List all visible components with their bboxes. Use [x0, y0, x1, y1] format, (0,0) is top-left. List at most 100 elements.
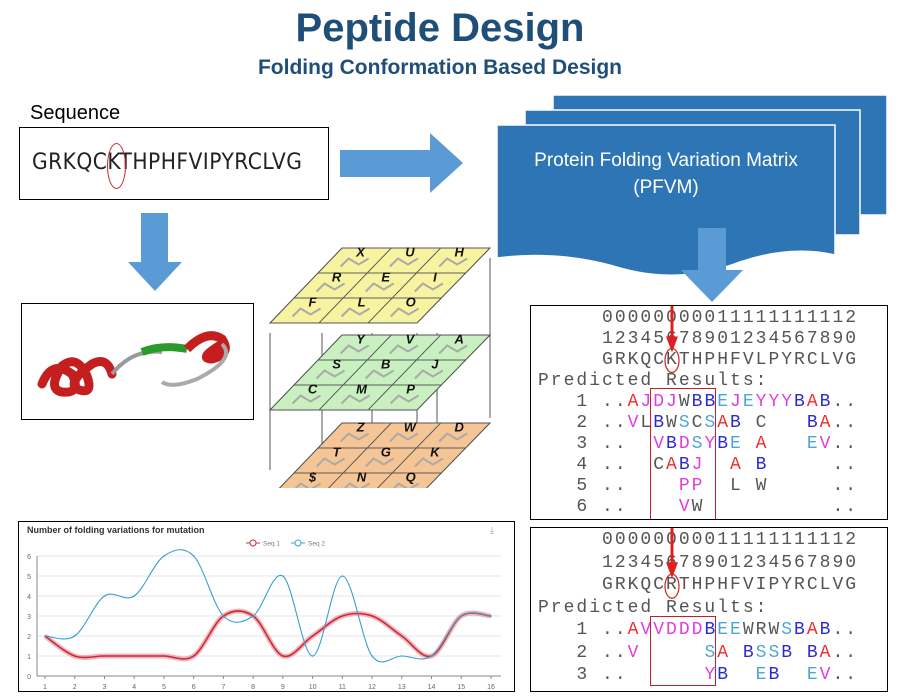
results-label-row: Predicted Results: [538, 598, 768, 618]
document-front [496, 124, 836, 276]
sequence-text: GRKQCKTHPHFVIPYRCLVG [32, 150, 303, 175]
mutation-window-box [650, 388, 717, 519]
position-tens: 00000000011111111112 [602, 308, 859, 328]
legend-item[interactable]: Seq 2 [291, 539, 325, 548]
result-row: 2 ..V SA BSSB BA.. [538, 643, 858, 663]
data-point [460, 615, 463, 617]
pfvm-title: Protein Folding Variation Matrix [534, 150, 798, 171]
fold-codes: .. VBDSYBE A EV.. [602, 434, 859, 454]
fold-shape-icon [315, 457, 346, 468]
y-tick-label: 5 [27, 574, 31, 581]
cube-cell-letter: F [309, 295, 318, 310]
fold-shape-icon [315, 369, 346, 380]
x-tick-label: 10 [309, 684, 317, 691]
x-tick-label: 12 [368, 684, 376, 691]
mutation-arrow-icon [664, 306, 680, 374]
data-point [163, 555, 165, 557]
fold-shape-icon [438, 432, 468, 443]
result-row: 5 .. PP L W .. [538, 476, 858, 496]
row-number: 5 [576, 476, 590, 496]
cube-cell-letter: T [333, 445, 342, 460]
down-arrow-icon [681, 228, 743, 302]
row-number: 1 [576, 620, 590, 640]
sequence-box: GRKQCKTHPHFVIPYRCLVG [19, 127, 329, 200]
fold-shape-icon [339, 432, 370, 443]
x-tick-label: 13 [398, 684, 406, 691]
data-point [163, 655, 165, 657]
fold-shape-icon [392, 482, 420, 488]
cube-cell-letter: V [406, 332, 416, 347]
cube-cell [377, 472, 443, 488]
cube-cell-letter: $ [308, 470, 317, 485]
page-subtitle: Folding Conformation Based Design [257, 56, 622, 79]
chart-panel [18, 521, 515, 692]
y-tick-label: 6 [27, 554, 31, 561]
x-tick-label: 2 [73, 684, 77, 691]
x-tick-label: 1 [43, 684, 47, 691]
y-tick-label: 1 [27, 654, 31, 661]
x-tick-label: 15 [457, 684, 465, 691]
predicted-results-label: Predicted Results: [538, 597, 769, 618]
protein-structure-image [21, 303, 254, 420]
cube-cell-letter: N [357, 470, 367, 485]
row-number: 6 [576, 497, 590, 517]
x-tick-label: 4 [132, 684, 136, 691]
legend-item[interactable]: Seq 1 [246, 539, 280, 548]
y-tick-label: 3 [27, 614, 31, 621]
fold-shape-icon [414, 282, 444, 293]
cube-cell-letter: I [433, 270, 437, 285]
fold-shape-icon [389, 432, 419, 443]
legend-marker-icon [294, 539, 302, 547]
cube-cell-letter: X [355, 245, 366, 260]
cube-layer-middle: Y V A S B J C M P [268, 332, 492, 411]
x-tick-label: 6 [192, 684, 196, 691]
result-row: 2 ..VLBWSCSAB C BA.. [538, 413, 858, 433]
x-tick-label: 8 [251, 684, 255, 691]
fold-shape-icon [438, 344, 468, 355]
page-title: Peptide Design [295, 6, 585, 50]
cube-cell-letter: P [406, 382, 415, 397]
fold-shape-icon [343, 482, 371, 488]
cube-cell [367, 297, 443, 324]
row-number: 3 [576, 434, 590, 454]
download-icon[interactable]: ⤓ [490, 525, 494, 535]
cube-cell-letter: Q [406, 470, 416, 485]
position-tens-row: 00000000011111111112 [538, 308, 858, 328]
data-point [311, 655, 314, 657]
y-tick-label: 0 [27, 674, 31, 681]
fold-shape-icon [291, 394, 322, 405]
legend-marker-icon [249, 539, 257, 547]
down-arrow-icon [128, 213, 182, 291]
fold-codes: ..AJDJWBBEJEYYYBAB.. [602, 392, 859, 412]
cube-cell-letter: R [332, 270, 342, 285]
cube-layer-bottom: Z W D T G K $ N Q [278, 420, 492, 488]
cube-cell-letter: K [430, 445, 441, 460]
cube-cell-letter: D [454, 420, 464, 435]
result-row: 3 .. YB EB EV.. [538, 665, 858, 685]
cube-layer-top: X U H R E I F L O [268, 245, 492, 324]
data-point [282, 655, 284, 657]
row-number: 2 [576, 413, 590, 433]
chart-title: Number of folding variations for mutatio… [27, 525, 205, 535]
prediction-panel-original: 00000000011111111112 1234567890123456789… [530, 305, 888, 520]
fold-shape-icon [365, 457, 395, 468]
cube-cell-letter: Z [356, 420, 366, 435]
data-point [311, 635, 314, 637]
position-tens: 00000000011111111112 [602, 530, 859, 550]
prediction-panel-mutated: 00000000011111111112 1234567890123456789… [530, 527, 888, 692]
cube-cell-letter: J [431, 357, 439, 372]
data-point [222, 615, 225, 617]
cube-cell-letter: Y [356, 332, 366, 347]
position-tens-row: 00000000011111111112 [538, 530, 858, 550]
cube-cell [328, 472, 394, 488]
data-point [103, 655, 106, 657]
results-label-row: Predicted Results: [538, 371, 768, 391]
cube-cell-letter: L [358, 295, 366, 310]
data-point [371, 615, 373, 617]
x-tick-label: 7 [221, 684, 225, 691]
right-arrow-icon [340, 133, 463, 193]
row-number: 2 [576, 642, 590, 663]
data-point [341, 575, 344, 577]
x-tick-label: 9 [281, 684, 285, 691]
